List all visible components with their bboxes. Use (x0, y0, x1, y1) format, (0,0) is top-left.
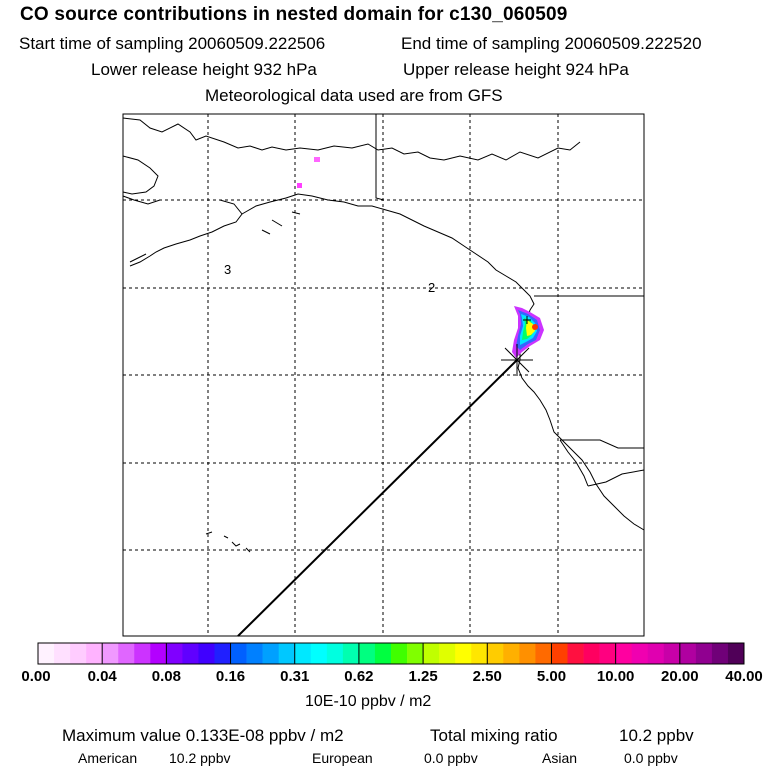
colorbar-tick-label: 0.08 (151, 668, 181, 685)
lower-release-height: Lower release height 932 hPa (91, 60, 317, 79)
upper-release-height: Upper release height 924 hPa (403, 60, 629, 79)
source-american-name: American (78, 750, 138, 766)
total-mixing-ratio-label: Total mixing ratio (430, 726, 558, 745)
source-asian-value: 0.0 ppbv (624, 750, 678, 766)
maximum-value: Maximum value 0.133E-08 ppbv / m2 (62, 726, 344, 745)
colorbar-tick-label: 1.25 (408, 668, 438, 685)
colorbar-tick-label: 20.00 (661, 668, 699, 685)
colorbar-units: 10E-10 ppbv / m2 (305, 693, 432, 710)
source-european-value: 0.0 ppbv (424, 750, 478, 766)
co-plume-contours (512, 306, 544, 358)
colorbar-tick-label: 0.62 (344, 668, 374, 685)
total-mixing-ratio-value: 10.2 ppbv (619, 726, 694, 745)
colorbar-tick-label: 40.00 (725, 668, 763, 685)
start-sampling-time: Start time of sampling 20060509.222506 (19, 34, 326, 53)
colorbar-tick-label: 0.00 (21, 668, 51, 685)
trajectory-path (237, 316, 533, 637)
source-european-name: European (312, 750, 373, 766)
end-sampling-time: End time of sampling 20060509.222520 (401, 34, 702, 53)
colorbar-tick-label: 0.31 (280, 668, 310, 685)
page-title: CO source contributions in nested domain… (20, 4, 568, 25)
colorbar-tick-label: 2.50 (472, 668, 502, 685)
source-american-value: 10.2 ppbv (169, 750, 231, 766)
source-asian-name: Asian (542, 750, 578, 766)
colorbar-tick-label: 10.00 (596, 668, 635, 685)
ocean-plume-dots (297, 157, 320, 188)
colorbar-tick-label: 0.04 (87, 668, 117, 685)
colorbar-tick-label: 0.16 (215, 668, 246, 685)
region-label-2: 2 (428, 280, 435, 295)
meteorological-data-note: Meteorological data used are from GFS (205, 86, 503, 105)
region-label-3: 3 (224, 262, 231, 277)
colorbar-tick-label: 5.00 (536, 668, 567, 685)
